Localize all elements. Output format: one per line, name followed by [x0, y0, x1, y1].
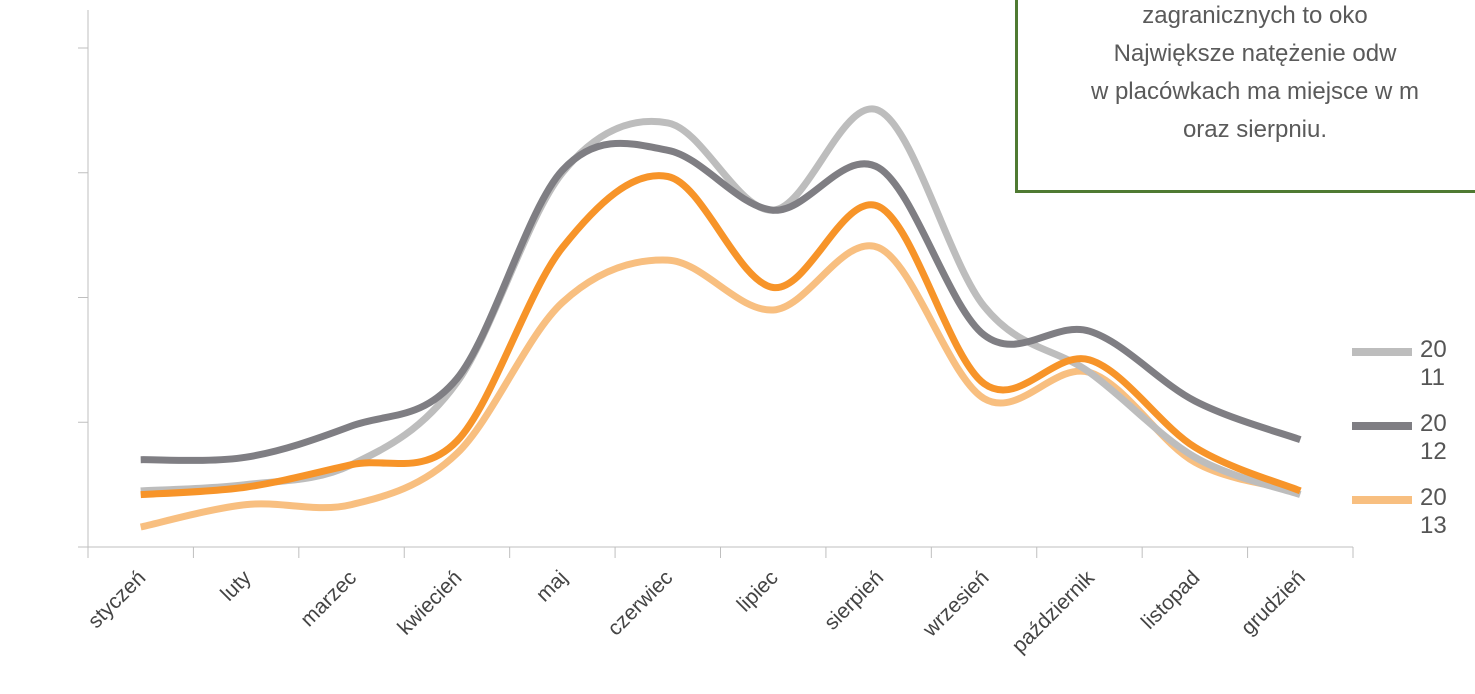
callout-line-1: zagranicznych to oko — [1142, 2, 1368, 29]
x-tick-label: czerwiec — [603, 566, 677, 640]
x-tick-label: lipiec — [733, 566, 783, 616]
x-tick-label: luty — [216, 566, 256, 606]
x-tick-label: grudzień — [1237, 566, 1310, 639]
callout-line-4: oraz sierpniu. — [1182, 116, 1328, 143]
x-tick-label: maj — [532, 566, 572, 606]
series-line-orange — [140, 172, 1302, 499]
legend-label-2012: 2012 — [1420, 410, 1447, 465]
legend-swatch-2013 — [1352, 496, 1412, 504]
x-tick-label: marzec — [296, 566, 361, 631]
legend-swatch-2012 — [1352, 422, 1412, 430]
x-tick-label: wrzesień — [918, 566, 994, 642]
legend-swatch-2011 — [1352, 348, 1412, 356]
legend-item-2013: 2013 — [1352, 484, 1475, 560]
callout-line-3: w placówkach ma miejsce w m — [1090, 78, 1420, 105]
x-tick-label: kwiecień — [393, 566, 466, 639]
x-tick-label: styczeń — [84, 566, 151, 633]
callout-line-2: Największe natężenie odw — [1113, 40, 1397, 67]
legend-label-2011: 2011 — [1420, 336, 1447, 391]
x-tick-label: październik — [1008, 566, 1100, 658]
legend-item-2011: 2011 — [1352, 336, 1475, 412]
x-axis-labels: styczeń luty marzec kwiecień maj czerwiec lipi… — [84, 566, 1310, 658]
legend-item-2012: 2012 — [1352, 410, 1475, 486]
chart-lines — [139, 105, 1302, 531]
chart-axes — [78, 10, 1354, 558]
x-tick-label: sierpień — [820, 566, 888, 634]
callout-box: zagranicznych to oko Największe natężeni… — [1015, 0, 1475, 193]
legend-label-2013: 2013 — [1420, 484, 1447, 539]
chart-legend: 2011 2012 2013 — [1352, 336, 1475, 560]
series-line-2012 — [140, 139, 1302, 464]
x-tick-label: listopad — [1137, 566, 1204, 633]
